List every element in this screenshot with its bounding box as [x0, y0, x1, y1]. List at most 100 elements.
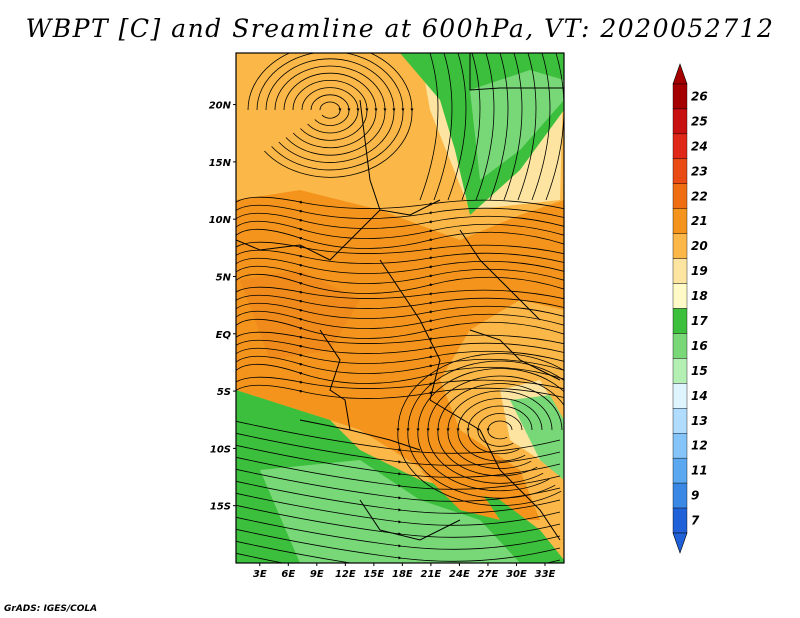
colorbar-swatch — [672, 408, 688, 434]
colorbar-swatch — [672, 258, 688, 284]
streamline — [236, 432, 561, 466]
colorbar-swatch — [672, 333, 688, 359]
streamline — [236, 504, 561, 538]
colorbar-label: 11 — [691, 464, 708, 478]
streamline — [419, 53, 439, 201]
southeast-green-region — [510, 395, 564, 480]
streamline — [433, 53, 453, 201]
lon-tick-label: 18E — [392, 569, 413, 580]
streamline — [489, 53, 509, 201]
colorbar-swatch — [672, 283, 688, 309]
colorbar-label: 21 — [691, 214, 708, 228]
colorbar-swatch — [672, 308, 688, 334]
colorbar-swatch — [672, 108, 688, 135]
streamline — [236, 294, 564, 309]
streamline — [436, 383, 563, 477]
colorbar-swatch — [672, 208, 688, 234]
latitude-axis: 20N 15N 10N 5N EQ 5S 10S 15S — [209, 101, 236, 513]
streamline — [265, 58, 396, 163]
streamline — [447, 53, 467, 201]
streamline — [310, 94, 351, 126]
colorbar-label: 25 — [691, 114, 708, 128]
streamline — [236, 420, 561, 454]
colorbar-swatch — [672, 433, 688, 459]
streamline — [236, 376, 564, 390]
colorbar: 26 25 24 23 22 21 20 19 18 17 16 15 14 13 12 11 9 7 — [672, 63, 708, 554]
colorbar-bottom-triangle — [672, 532, 688, 554]
streamline — [236, 540, 561, 563]
lon-tick-label: 30E — [506, 569, 527, 580]
lon-tick-label: 6E — [281, 569, 295, 580]
colorbar-label: 15 — [691, 364, 708, 378]
colorbar-label: 9 — [691, 489, 699, 503]
streamline — [236, 331, 564, 345]
lon-tick-label: 15E — [363, 569, 384, 580]
lon-tick-label: 27E — [478, 569, 499, 580]
colorbar-label: 23 — [691, 164, 708, 178]
streamlines — [236, 53, 564, 563]
streamline — [236, 444, 561, 478]
longitude-axis: 3E 6E 9E 12E 15E 18E 21E 24E 27E 30E 33E — [253, 563, 556, 580]
streamline — [236, 196, 564, 210]
streamline — [517, 53, 537, 201]
streamline — [503, 53, 523, 201]
streamline — [236, 456, 561, 490]
colorbar-label: 7 — [691, 514, 700, 528]
colorbar-top-triangle — [672, 63, 688, 85]
colorbar-swatch — [672, 158, 688, 184]
lat-tick-label: 15N — [209, 158, 232, 169]
colorbar-swatch — [672, 183, 688, 209]
lat-tick-label: 20N — [209, 101, 232, 112]
colorbar-swatch — [672, 507, 688, 534]
colorbar-swatch — [672, 133, 688, 160]
lat-tick-label: 10S — [210, 444, 231, 455]
streamline — [396, 353, 564, 506]
streamline — [247, 53, 414, 178]
streamline — [319, 101, 342, 119]
streamline — [236, 204, 564, 219]
streamline — [283, 72, 378, 149]
streamline — [531, 53, 551, 201]
streamline — [476, 413, 523, 447]
map-frame — [235, 52, 565, 564]
colorbar-label: 16 — [691, 339, 708, 353]
streamline — [486, 420, 513, 440]
lon-tick-label: 12E — [335, 569, 356, 580]
colorbar-label: 14 — [691, 389, 708, 403]
streamline — [236, 468, 561, 502]
colorbar-swatch — [672, 233, 688, 259]
streamline — [236, 286, 564, 300]
streamline — [301, 87, 360, 134]
colorbar-label: 13 — [691, 414, 708, 428]
lon-tick-label: 3E — [253, 569, 267, 580]
colorbar-label: 22 — [691, 189, 708, 203]
streamline — [416, 368, 564, 492]
streamline — [274, 65, 387, 156]
colorbar-swatch — [672, 358, 688, 384]
streamline — [456, 398, 543, 462]
streamline — [236, 528, 561, 562]
lon-tick-label: 33E — [535, 569, 556, 580]
streamline — [292, 80, 369, 141]
streamline — [236, 480, 561, 514]
lat-tick-label: 15S — [210, 502, 231, 513]
streamline — [236, 492, 561, 526]
lon-tick-label: 21E — [421, 569, 442, 580]
streamline — [406, 360, 564, 499]
lon-tick-label: 9E — [310, 569, 324, 580]
colorbar-label: 26 — [691, 89, 708, 103]
lon-tick-label: 24E — [449, 569, 470, 580]
lat-tick-label: 10N — [209, 215, 232, 226]
colorbar-label: 19 — [691, 264, 708, 278]
colorbar-label: 20 — [691, 239, 708, 253]
streamline — [236, 384, 564, 399]
lat-tick-label: 5S — [217, 387, 231, 398]
streamline — [461, 53, 481, 201]
lat-tick-label: EQ — [216, 330, 232, 341]
colorbar-swatch — [672, 457, 688, 484]
colorbar-label: 24 — [691, 139, 708, 153]
wbpt-shading — [236, 53, 564, 563]
streamline — [236, 241, 564, 255]
chart-title: WBPT [C] and Sreamline at 600hPa, VT: 20… — [25, 14, 775, 43]
